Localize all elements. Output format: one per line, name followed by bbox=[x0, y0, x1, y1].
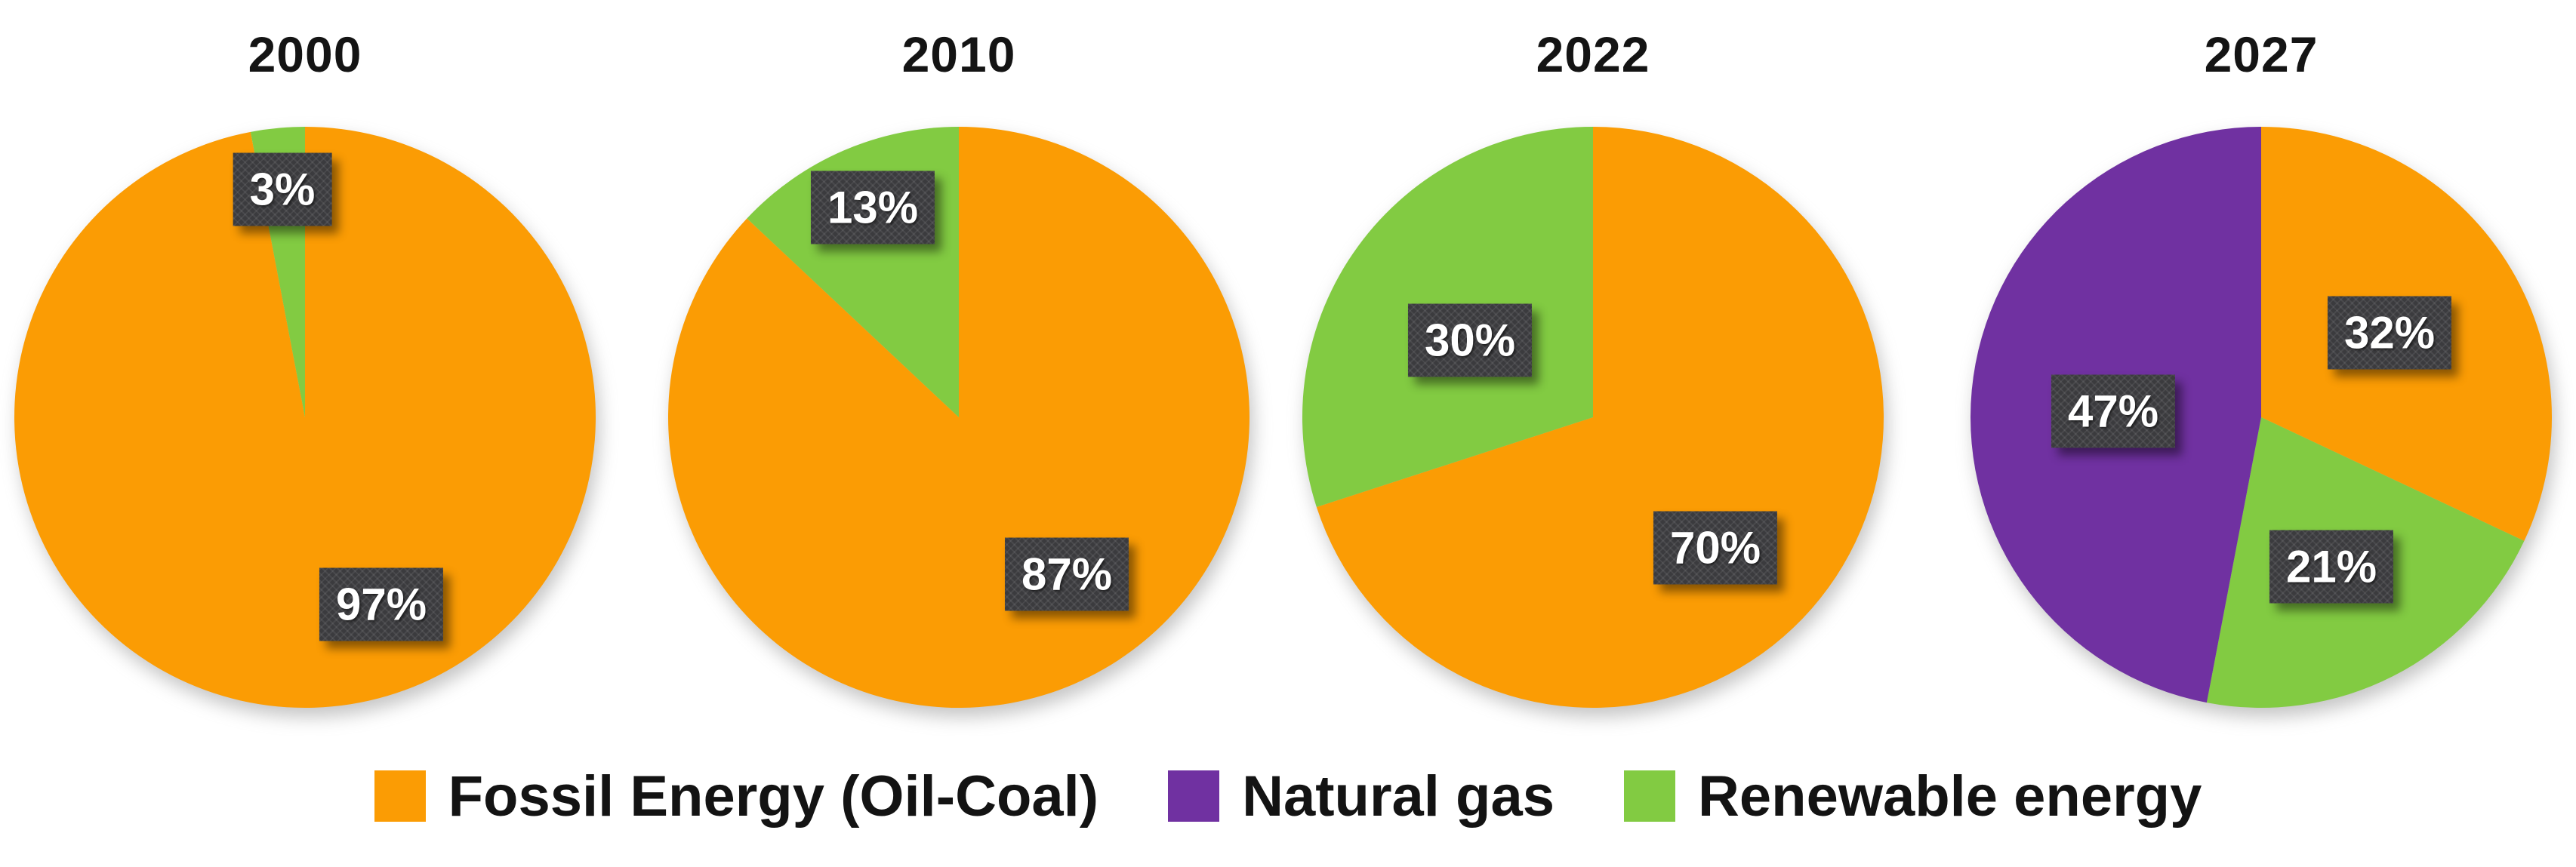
legend-item-gas: Natural gas bbox=[1168, 764, 1555, 829]
pie-2010 bbox=[668, 127, 1250, 708]
pie-2022 bbox=[1302, 127, 1884, 708]
legend: Fossil Energy (Oil-Coal) Natural gas Ren… bbox=[0, 755, 2576, 838]
label-2010-renewable: 13% bbox=[811, 171, 935, 244]
label-2022-renewable: 30% bbox=[1408, 304, 1532, 377]
legend-item-renewable: Renewable energy bbox=[1624, 764, 2202, 829]
label-2010-fossil: 87% bbox=[1005, 538, 1129, 611]
fossil-swatch-icon bbox=[374, 770, 426, 822]
pie-title-2027: 2027 bbox=[2204, 26, 2319, 82]
gas-swatch-icon bbox=[1168, 770, 1220, 822]
label-2000-renewable: 3% bbox=[233, 153, 332, 226]
label-2022-fossil: 70% bbox=[1653, 512, 1777, 585]
pie-title-2022: 2022 bbox=[1536, 26, 1650, 82]
label-2027-gas: 47% bbox=[2051, 375, 2175, 448]
legend-item-fossil: Fossil Energy (Oil-Coal) bbox=[374, 764, 1098, 829]
label-2027-renewable: 21% bbox=[2269, 530, 2393, 604]
legend-label-fossil: Fossil Energy (Oil-Coal) bbox=[448, 764, 1099, 829]
legend-label-gas: Natural gas bbox=[1242, 764, 1555, 829]
label-2000-fossil: 97% bbox=[319, 568, 443, 641]
legend-label-renewable: Renewable energy bbox=[1698, 764, 2202, 829]
pie-slice-2000-fossil bbox=[14, 127, 596, 708]
renewable-swatch-icon bbox=[1624, 770, 1675, 822]
label-2027-fossil: 32% bbox=[2328, 297, 2451, 370]
pie-title-2010: 2010 bbox=[901, 26, 1016, 82]
pie-title-2000: 2000 bbox=[248, 26, 362, 82]
